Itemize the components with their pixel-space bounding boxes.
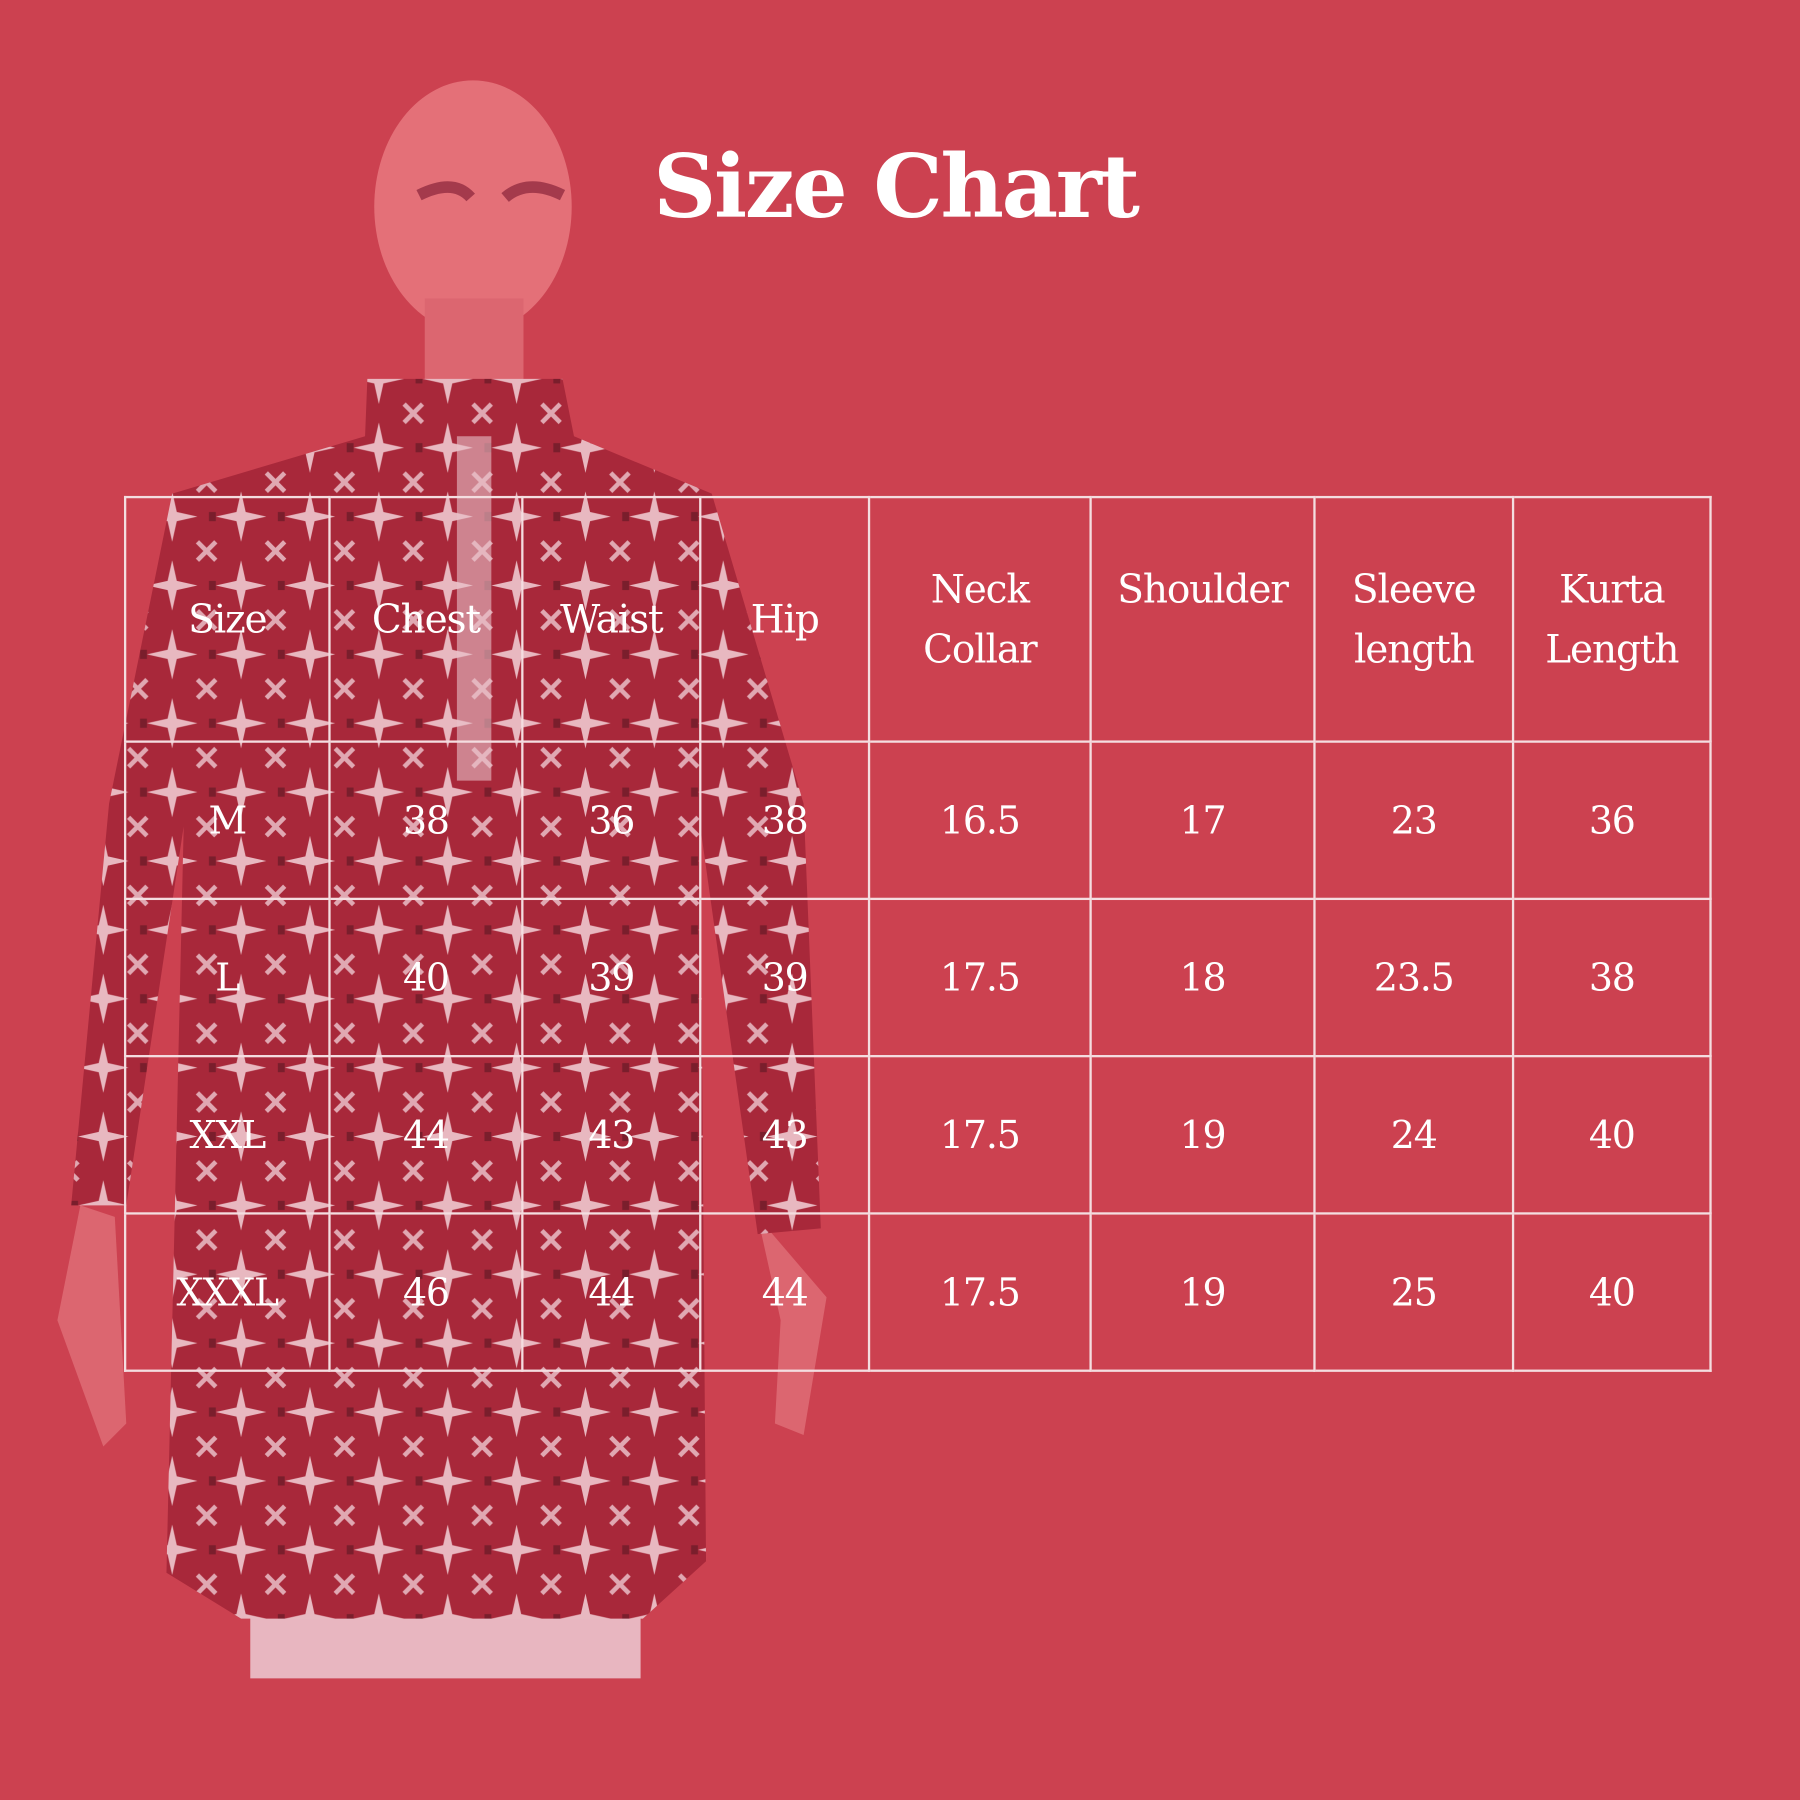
header-waist: Waist bbox=[521, 495, 702, 743]
table-cell: 16.5 bbox=[867, 740, 1092, 901]
header-kurta-length: Kurta Length bbox=[1511, 495, 1712, 743]
table-cell: 39 bbox=[699, 897, 871, 1058]
header-shoulder: Shoulder bbox=[1089, 495, 1316, 743]
table-cell: 25 bbox=[1313, 1212, 1515, 1372]
table-cell: 38 bbox=[699, 740, 871, 901]
header-sleeve-length: Sleeve length bbox=[1313, 495, 1515, 743]
table-cell: 36 bbox=[1511, 740, 1712, 901]
table-cell: 38 bbox=[1511, 897, 1712, 1058]
table-cell: 23.5 bbox=[1313, 897, 1515, 1058]
table-cell: 40 bbox=[1511, 1212, 1712, 1372]
table-row: XXL 44 43 43 17.5 19 24 40 bbox=[123, 1055, 1712, 1215]
table-cell: 43 bbox=[521, 1055, 702, 1215]
table-cell: 43 bbox=[699, 1055, 871, 1215]
table-cell: 44 bbox=[521, 1212, 702, 1372]
table-cell: 39 bbox=[521, 897, 702, 1058]
size-table: Size Chest Waist Hip Neck Collar Shoulde… bbox=[123, 495, 1712, 1372]
header-hip: Hip bbox=[699, 495, 871, 743]
table-cell: XXXL bbox=[123, 1212, 331, 1372]
table-cell: 40 bbox=[1511, 1055, 1712, 1215]
table-cell: 36 bbox=[521, 740, 702, 901]
table-cell: 19 bbox=[1089, 1055, 1316, 1215]
table-cell: 46 bbox=[328, 1212, 524, 1372]
table-cell: 40 bbox=[328, 897, 524, 1058]
header-size: Size bbox=[123, 495, 331, 743]
table-cell: 44 bbox=[328, 1055, 524, 1215]
table-cell: 17 bbox=[1089, 740, 1316, 901]
table-cell: XXL bbox=[123, 1055, 331, 1215]
table-cell: 17.5 bbox=[867, 1055, 1092, 1215]
table-cell: 23 bbox=[1313, 740, 1515, 901]
table-cell: 38 bbox=[328, 740, 524, 901]
table-cell: L bbox=[123, 897, 331, 1058]
header-chest: Chest bbox=[328, 495, 524, 743]
table-cell: 17.5 bbox=[867, 897, 1092, 1058]
table-header-row: Size Chest Waist Hip Neck Collar Shoulde… bbox=[123, 495, 1712, 743]
table-row: L 40 39 39 17.5 18 23.5 38 bbox=[123, 897, 1712, 1058]
title-text: Size Chart bbox=[653, 135, 1140, 238]
table-row: M 38 36 38 16.5 17 23 36 bbox=[123, 740, 1712, 901]
table-cell: 44 bbox=[699, 1212, 871, 1372]
table-cell: 19 bbox=[1089, 1212, 1316, 1372]
page-title: Size Chart bbox=[0, 135, 1800, 237]
header-neck-collar: Neck Collar bbox=[867, 495, 1092, 743]
table-row: XXXL 46 44 44 17.5 19 25 40 bbox=[123, 1212, 1712, 1372]
table-cell: 17.5 bbox=[867, 1212, 1092, 1372]
table-cell: 18 bbox=[1089, 897, 1316, 1058]
table-cell: 24 bbox=[1313, 1055, 1515, 1215]
table-cell: M bbox=[123, 740, 331, 901]
